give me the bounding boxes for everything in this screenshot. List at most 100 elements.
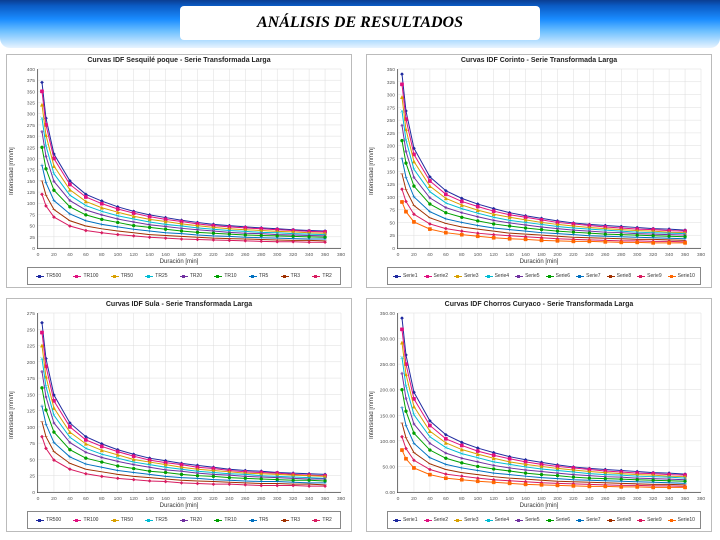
svg-text:40: 40 xyxy=(427,496,433,502)
svg-text:260: 260 xyxy=(241,496,250,502)
svg-text:140: 140 xyxy=(505,496,514,502)
svg-text:80: 80 xyxy=(99,496,105,502)
svg-text:120: 120 xyxy=(490,252,499,258)
svg-text:220: 220 xyxy=(569,252,578,258)
svg-text:50: 50 xyxy=(29,224,35,230)
plot-area: 0255075100125150175200225250275020406080… xyxy=(37,313,341,493)
plot-area: 0.0050.00100.00150.00200.00250.00300.003… xyxy=(397,313,701,493)
chart-br: Curvas IDF Chorros Curyaco - Serie Trans… xyxy=(366,298,712,532)
svg-text:0: 0 xyxy=(37,496,40,502)
svg-text:0: 0 xyxy=(397,252,400,258)
svg-text:50.00: 50.00 xyxy=(383,464,396,470)
svg-text:250: 250 xyxy=(387,118,396,124)
legend-item: Serie2 xyxy=(424,273,448,279)
svg-text:350.00: 350.00 xyxy=(380,311,395,317)
legend-item: Serie5 xyxy=(515,273,539,279)
legend-item: Serie2 xyxy=(424,517,448,523)
x-axis-label: Duración [min] xyxy=(367,503,711,509)
svg-text:400: 400 xyxy=(27,67,36,73)
svg-text:250.00: 250.00 xyxy=(380,362,395,368)
svg-text:40: 40 xyxy=(67,496,73,502)
svg-text:280: 280 xyxy=(617,252,626,258)
svg-text:60: 60 xyxy=(83,252,89,258)
svg-text:300: 300 xyxy=(27,112,36,118)
legend-item: Serie4 xyxy=(485,517,509,523)
plot-area: 0255075100125150175200225250275300325350… xyxy=(37,69,341,249)
legend-item: TR10 xyxy=(214,517,236,523)
svg-text:220: 220 xyxy=(569,496,578,502)
svg-text:360: 360 xyxy=(681,496,690,502)
svg-text:0: 0 xyxy=(32,490,35,496)
svg-text:175: 175 xyxy=(387,156,396,162)
svg-text:340: 340 xyxy=(665,252,674,258)
svg-text:300: 300 xyxy=(273,252,282,258)
svg-text:200: 200 xyxy=(27,156,36,162)
legend-item: TR5 xyxy=(249,517,268,523)
legend-item: Serie10 xyxy=(668,517,695,523)
svg-text:125: 125 xyxy=(27,190,36,196)
svg-text:280: 280 xyxy=(617,496,626,502)
svg-text:200: 200 xyxy=(553,496,562,502)
svg-text:200: 200 xyxy=(193,496,202,502)
svg-text:125: 125 xyxy=(387,182,396,188)
svg-text:220: 220 xyxy=(209,252,218,258)
svg-text:140: 140 xyxy=(145,252,154,258)
svg-text:275: 275 xyxy=(27,311,36,317)
svg-text:325: 325 xyxy=(27,101,36,107)
chart-title: Curvas IDF Sesquilé poque - Serie Transf… xyxy=(7,57,351,64)
legend-item: TR3 xyxy=(281,517,300,523)
svg-text:250: 250 xyxy=(27,134,36,140)
svg-text:120: 120 xyxy=(130,252,139,258)
svg-text:225: 225 xyxy=(27,344,36,350)
svg-text:150.00: 150.00 xyxy=(380,413,395,419)
svg-text:100: 100 xyxy=(27,425,36,431)
svg-text:75: 75 xyxy=(29,212,35,218)
legend-item: TR100 xyxy=(73,273,98,279)
legend-item: Serie7 xyxy=(576,517,600,523)
legend-item: TR50 xyxy=(111,273,133,279)
svg-text:100: 100 xyxy=(474,496,483,502)
legend-item: Serie8 xyxy=(607,273,631,279)
svg-text:320: 320 xyxy=(289,252,298,258)
svg-text:120: 120 xyxy=(130,496,139,502)
svg-text:350: 350 xyxy=(387,67,396,73)
svg-text:100: 100 xyxy=(474,252,483,258)
svg-text:20: 20 xyxy=(51,252,57,258)
y-axis-label: Intensidad [mm/h] xyxy=(9,299,19,531)
svg-text:275: 275 xyxy=(27,123,36,129)
legend: TR500TR100TR50TR25TR20TR10TR5TR3TR2 xyxy=(27,267,341,285)
svg-text:225: 225 xyxy=(387,131,396,137)
svg-text:160: 160 xyxy=(161,496,170,502)
svg-text:280: 280 xyxy=(257,252,266,258)
chart-tr: Curvas IDF Corinto - Serie Transformada … xyxy=(366,54,712,288)
svg-text:80: 80 xyxy=(459,496,465,502)
svg-text:60: 60 xyxy=(83,496,89,502)
legend-item: TR2 xyxy=(312,273,331,279)
legend-item: Serie6 xyxy=(546,273,570,279)
svg-text:75: 75 xyxy=(29,441,35,447)
legend-item: Serie7 xyxy=(576,273,600,279)
svg-text:0: 0 xyxy=(37,252,40,258)
svg-text:240: 240 xyxy=(585,496,594,502)
header-banner: ANÁLISIS DE RESULTADOS xyxy=(0,0,720,48)
legend-item: TR500 xyxy=(36,273,61,279)
svg-text:120: 120 xyxy=(490,496,499,502)
svg-text:50: 50 xyxy=(29,457,35,463)
chart-tl: Curvas IDF Sesquilé poque - Serie Transf… xyxy=(6,54,352,288)
legend-item: Serie5 xyxy=(515,517,539,523)
svg-text:340: 340 xyxy=(305,496,314,502)
y-axis-label: Intensidad [mm/h] xyxy=(9,55,19,287)
svg-text:100: 100 xyxy=(114,252,123,258)
legend-item: TR50 xyxy=(111,517,133,523)
legend-item: Serie9 xyxy=(637,517,661,523)
svg-text:380: 380 xyxy=(337,252,346,258)
svg-text:360: 360 xyxy=(321,496,330,502)
svg-text:40: 40 xyxy=(67,252,73,258)
legend-item: Serie3 xyxy=(454,273,478,279)
svg-text:100: 100 xyxy=(27,201,36,207)
y-axis-label: Intensidad [mm/h] xyxy=(369,299,379,531)
svg-text:380: 380 xyxy=(697,252,706,258)
svg-text:300: 300 xyxy=(633,252,642,258)
svg-text:240: 240 xyxy=(225,252,234,258)
legend-item: Serie6 xyxy=(546,517,570,523)
